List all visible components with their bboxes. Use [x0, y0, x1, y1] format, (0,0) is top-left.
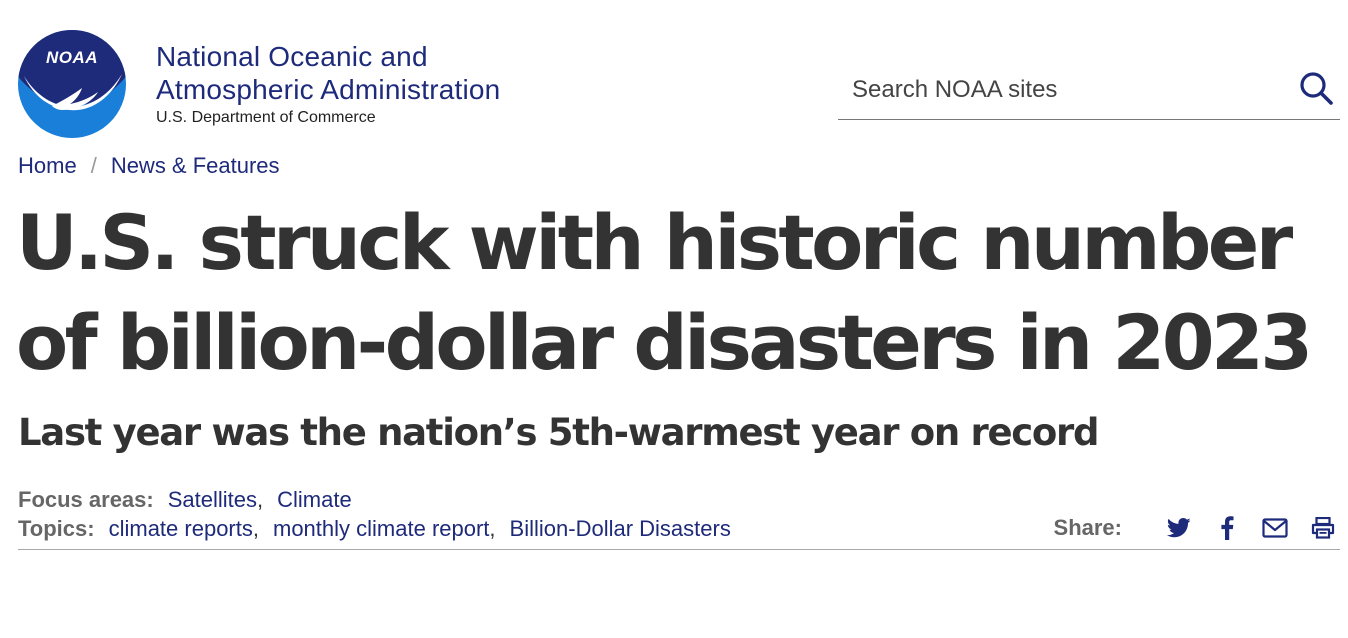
- breadcrumb-separator: /: [90, 153, 97, 178]
- search-icon[interactable]: [1296, 68, 1338, 110]
- topic-separator: ,: [252, 516, 259, 541]
- focus-areas-label: Focus areas:: [18, 487, 154, 512]
- focus-areas-row: Focus areas: Satellites , Climate: [18, 485, 731, 514]
- breadcrumb-news-features-link[interactable]: News & Features: [110, 153, 280, 178]
- topics-label: Topics:: [18, 516, 95, 541]
- article-metadata: Focus areas: Satellites , Climate Topics…: [18, 485, 731, 543]
- search-bar: [838, 62, 1340, 120]
- org-name-line1[interactable]: National Oceanic and: [156, 41, 428, 72]
- email-icon[interactable]: [1262, 515, 1288, 541]
- header-divider: [18, 549, 1340, 550]
- focus-area-link-satellites[interactable]: Satellites: [167, 487, 258, 512]
- page-subtitle: Last year was the nation’s 5th-warmest y…: [18, 411, 1099, 454]
- focus-area-link-climate[interactable]: Climate: [277, 487, 352, 512]
- topic-link-climate-reports[interactable]: climate reports: [108, 516, 253, 541]
- print-icon[interactable]: [1310, 515, 1336, 541]
- search-input[interactable]: [852, 70, 1272, 110]
- org-name-line2[interactable]: Atmospheric Administration: [156, 74, 501, 105]
- topic-link-billion-dollar-disasters[interactable]: Billion-Dollar Disasters: [509, 516, 731, 541]
- org-header: National Oceanic and Atmospheric Adminis…: [156, 40, 500, 128]
- noaa-logo[interactable]: NOAA: [18, 30, 126, 138]
- facebook-icon[interactable]: [1214, 515, 1240, 541]
- topic-link-monthly-climate-report[interactable]: monthly climate report: [273, 516, 490, 541]
- org-department: U.S. Department of Commerce: [156, 109, 376, 126]
- breadcrumb-home-link[interactable]: Home: [18, 153, 77, 178]
- twitter-icon[interactable]: [1166, 515, 1192, 541]
- focus-area-separator: ,: [257, 487, 264, 512]
- share-bar: Share:: [1054, 512, 1336, 544]
- topic-separator: ,: [489, 516, 496, 541]
- logo-text: NOAA: [46, 48, 98, 67]
- topics-row: Topics: climate reports , monthly climat…: [18, 514, 731, 543]
- page-title: U.S. struck with historic number of bill…: [16, 198, 1313, 387]
- share-label: Share:: [1053, 515, 1122, 540]
- breadcrumb: Home / News & Features: [18, 151, 280, 181]
